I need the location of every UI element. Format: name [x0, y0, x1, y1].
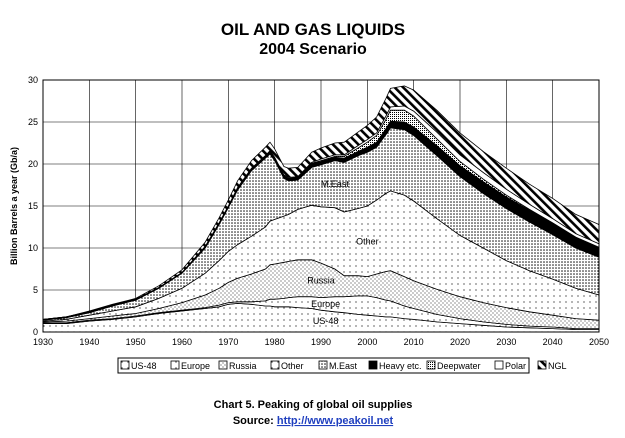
legend-label-deepwater: Deepwater: [437, 361, 481, 371]
figure-caption: Chart 5. Peaking of global oil supplies: [214, 399, 413, 411]
legend-label-russia: Russia: [229, 361, 257, 371]
legend-swatch-us-48: [120, 360, 130, 370]
source-label: Source:: [233, 415, 274, 427]
x-tick-2020: 2020: [450, 337, 470, 347]
y-tick-5: 5: [33, 285, 38, 295]
legend: US-48 Europe Russia Other M.East Heavy etc. De…: [120, 360, 567, 371]
area-annotations: M.East Other Russia Europe US-48: [307, 179, 378, 326]
y-tick-15: 15: [28, 201, 38, 211]
annotation-russia: Russia: [307, 275, 335, 285]
plot-frame: [42, 79, 600, 333]
x-tick-1930: 1930: [33, 337, 53, 347]
y-tick-20: 20: [28, 159, 38, 169]
chart-subtitle: 2004 Scenario: [259, 41, 367, 58]
x-tick-1990: 1990: [311, 337, 331, 347]
x-tick-2000: 2000: [357, 337, 377, 347]
y-tick-25: 25: [28, 117, 38, 127]
x-tick-2030: 2030: [496, 337, 516, 347]
annotation-us-48: US-48: [313, 316, 339, 326]
legend-swatch-other: [270, 360, 280, 370]
legend-label-m-east: M.East: [329, 361, 358, 371]
y-tick-0: 0: [33, 327, 38, 337]
y-tick-30: 30: [28, 75, 38, 85]
legend-label-polar: Polar: [505, 361, 526, 371]
legend-swatch-deepwater: [426, 360, 436, 370]
legend-label-us-48: US-48: [131, 361, 157, 371]
legend-swatch-m-east: [318, 360, 328, 370]
y-tick-10: 10: [28, 243, 38, 253]
legend-swatch-polar: [494, 360, 504, 370]
legend-label-europe: Europe: [181, 361, 210, 371]
legend-swatch-europe: [170, 360, 180, 370]
chart-title: OIL AND GAS LIQUIDS: [221, 20, 405, 39]
x-axis-ticks: 1930 1940 1950 1960 1970 1980 1990 2000 2010 2020…: [33, 337, 609, 347]
y-axis-ticks: 0 5 10 15 20 25 30: [28, 75, 38, 337]
x-tick-2010: 2010: [404, 337, 424, 347]
x-tick-1970: 1970: [218, 337, 238, 347]
annotation-other: Other: [356, 236, 379, 246]
source-line: Source: http://www.peakoil.net: [233, 415, 394, 427]
legend-label-heavy-etc: Heavy etc.: [379, 361, 422, 371]
x-tick-1980: 1980: [265, 337, 285, 347]
x-tick-1950: 1950: [126, 337, 146, 347]
legend-label-ngl: NGL: [548, 361, 567, 371]
source-link[interactable]: http://www.peakoil.net: [277, 415, 394, 427]
x-tick-2050: 2050: [589, 337, 609, 347]
annotation-europe: Europe: [311, 299, 340, 309]
x-tick-2040: 2040: [543, 337, 563, 347]
legend-swatch-russia: [218, 360, 228, 370]
annotation-m-east: M.East: [321, 179, 350, 189]
x-tick-1960: 1960: [172, 337, 192, 347]
legend-swatch-ngl: [537, 360, 547, 370]
x-tick-1940: 1940: [79, 337, 99, 347]
y-axis-label: Billion Barrels a year (Gb/a): [9, 147, 19, 265]
legend-label-other: Other: [281, 361, 304, 371]
legend-swatch-heavy-etc: [368, 360, 378, 370]
